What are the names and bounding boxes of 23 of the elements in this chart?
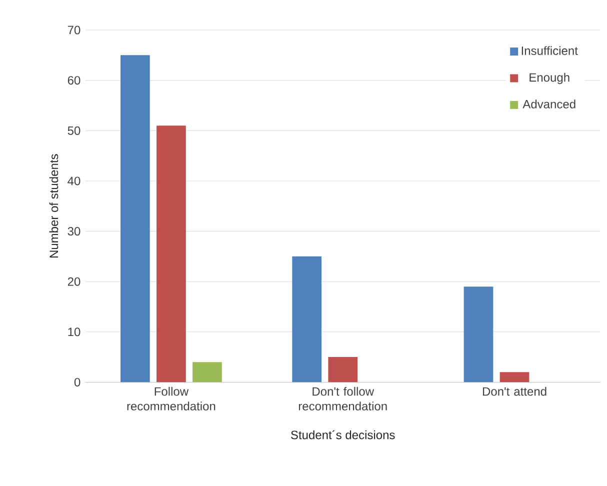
x-tick-label: Follow recommendation xyxy=(127,386,216,410)
y-axis-title: Number of students xyxy=(49,154,58,258)
x-tick-label: Don't follow recommendation xyxy=(298,386,387,410)
bar xyxy=(328,356,358,382)
bar xyxy=(500,372,530,382)
y-tick-label: 0 xyxy=(74,378,80,386)
bar xyxy=(156,125,186,382)
y-tick-label: 10 xyxy=(68,328,80,336)
bar xyxy=(120,55,150,382)
x-axis-title: Student´s decisions xyxy=(291,430,395,440)
bar xyxy=(192,362,222,382)
y-tick-label: 30 xyxy=(68,226,80,236)
legend-label: Insufficient xyxy=(522,46,578,55)
y-tick-label: 40 xyxy=(68,176,80,186)
y-tick-label: 20 xyxy=(68,277,80,286)
x-tick-label: Don't attend xyxy=(482,386,546,396)
legend-label: Enough xyxy=(530,72,570,84)
y-tick-label: 70 xyxy=(68,26,80,34)
y-tick-label: 50 xyxy=(68,126,80,135)
bar xyxy=(292,256,322,382)
bar xyxy=(464,286,494,382)
y-tick-label: 60 xyxy=(68,76,80,84)
legend-label: Advanced xyxy=(522,99,576,108)
